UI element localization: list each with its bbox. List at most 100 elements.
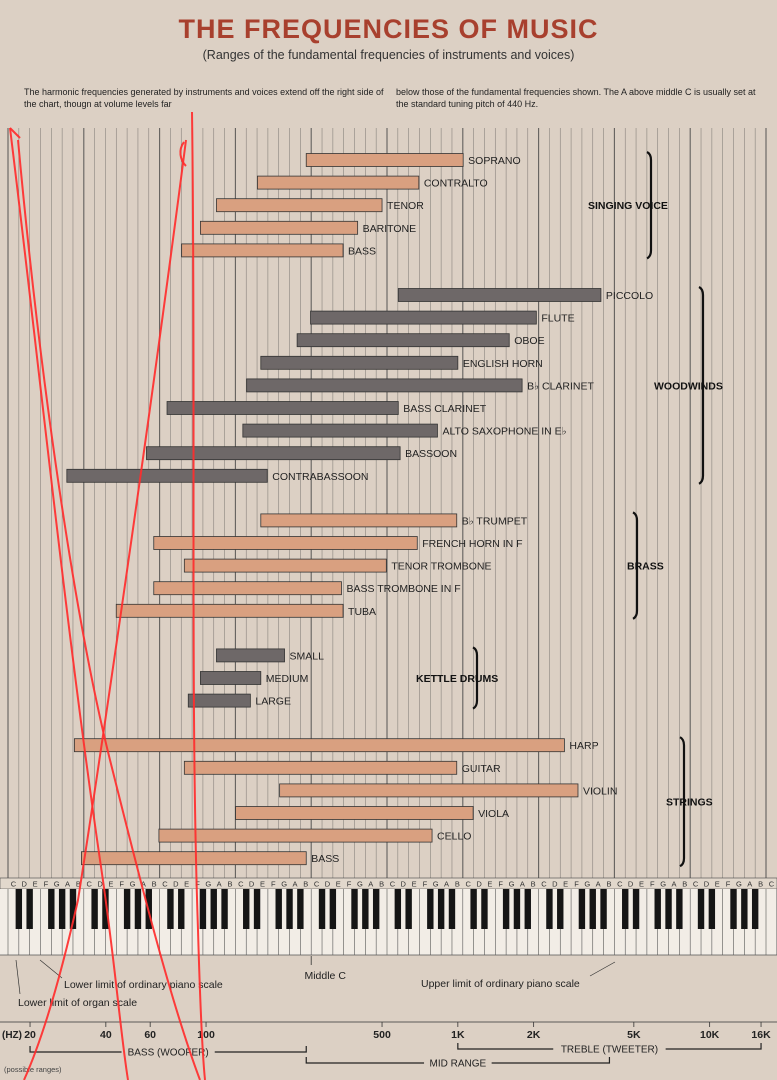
range-bar: [305, 153, 464, 167]
bar-label: BASS: [348, 245, 376, 257]
black-key: [546, 889, 553, 929]
note-letter: E: [108, 880, 113, 889]
black-key: [654, 889, 661, 929]
pointer-line: [39, 959, 63, 979]
axis-unit: (HZ): [2, 1030, 22, 1041]
note-letter: A: [671, 880, 676, 889]
note-letter: B: [152, 880, 157, 889]
bar-label: SMALL: [290, 650, 325, 662]
note-letter: F: [423, 880, 428, 889]
pointer-line: [589, 961, 616, 977]
bar-label: VIOLA: [478, 808, 509, 820]
range-bar: [200, 220, 359, 235]
range-bar: [146, 446, 401, 461]
axis-tick-label: 100: [197, 1029, 215, 1041]
note-letter: A: [444, 880, 449, 889]
note-letter: C: [238, 880, 244, 889]
axis-tick-label: 40: [100, 1029, 112, 1041]
black-key: [15, 889, 23, 929]
black-key: [470, 889, 477, 929]
note-letter: D: [476, 880, 482, 889]
range-bar: [279, 783, 579, 798]
note-letter: C: [87, 880, 93, 889]
note-letter: C: [390, 880, 396, 889]
black-key: [297, 889, 304, 929]
range-bar: [235, 806, 474, 820]
red-annotation-stroke: [191, 111, 206, 1080]
note-letter: G: [660, 880, 666, 889]
note-letter: A: [65, 880, 70, 889]
band-label: MID RANGE: [430, 1059, 487, 1070]
bar-label: BASSOON: [405, 448, 457, 460]
group-bracket: [698, 286, 705, 485]
range-bar: [183, 558, 387, 573]
black-key: [427, 889, 434, 929]
range-bar: [153, 536, 418, 550]
band-label-bg: [553, 1042, 666, 1054]
note-letter: C: [617, 880, 623, 889]
bar-label: FLUTE: [541, 313, 574, 325]
note-letter: C: [693, 880, 699, 889]
bar-label: BASS CLARINET: [403, 403, 486, 415]
note-letter: D: [401, 880, 407, 889]
range-bar: [397, 288, 602, 302]
black-key: [372, 889, 380, 929]
black-key: [48, 889, 55, 929]
red-annotation-stroke: [9, 127, 129, 1080]
black-key: [221, 889, 228, 929]
red-annotation-stroke: [17, 139, 201, 1080]
black-key: [741, 889, 748, 929]
group-label: STRINGS: [666, 797, 713, 809]
bar-label: B♭ TRUMPET: [462, 515, 528, 527]
note-letter: G: [281, 880, 287, 889]
note-letter: B: [227, 880, 232, 889]
range-bar: [246, 378, 523, 393]
note-letter: D: [325, 880, 331, 889]
group-label: BRASS: [627, 561, 664, 573]
note-letter: C: [769, 880, 775, 889]
note-letter: G: [54, 880, 60, 889]
note-letter: B: [682, 880, 687, 889]
black-key: [676, 889, 683, 929]
note-letter: G: [509, 880, 515, 889]
note-letter: F: [119, 880, 124, 889]
black-key: [751, 889, 759, 929]
bar-label: TUBA: [348, 606, 376, 618]
black-key: [405, 889, 412, 929]
range-bar: [66, 468, 268, 483]
note-letter: G: [130, 880, 136, 889]
footnote: (possible ranges): [4, 1065, 62, 1074]
axis-tick-label: 10K: [700, 1029, 720, 1041]
note-letter: E: [336, 880, 341, 889]
range-bar: [181, 243, 344, 258]
note-letter: E: [184, 880, 189, 889]
note-letter: E: [260, 880, 265, 889]
bar-label: BASS TROMBONE IN F: [346, 583, 460, 595]
bar-label: SOPRANO: [468, 155, 521, 167]
black-key: [437, 889, 445, 929]
bar-label: ENGLISH HORN: [463, 358, 543, 370]
note-letter: A: [596, 880, 601, 889]
note-letter: E: [487, 880, 492, 889]
note-letter: G: [433, 880, 439, 889]
bar-label: MEDIUM: [266, 673, 309, 685]
note-letter: E: [412, 880, 417, 889]
note-letter: G: [584, 880, 590, 889]
note-left: The harmonic frequencies generated by in…: [24, 87, 384, 109]
note-letter: C: [11, 880, 17, 889]
note-letter: A: [520, 880, 525, 889]
bar-label: CONTRABASSOON: [272, 471, 368, 483]
note-letter: B: [531, 880, 536, 889]
range-bar: [183, 760, 458, 775]
group-bracket: [646, 151, 653, 260]
black-key: [26, 889, 33, 929]
range-bar: [153, 581, 342, 596]
bar-label: PICCOLO: [606, 290, 653, 302]
black-key: [91, 889, 98, 929]
black-key: [351, 889, 358, 929]
black-key: [502, 889, 510, 929]
note-letter: D: [22, 880, 28, 889]
black-key: [600, 889, 607, 929]
note-letter: G: [736, 880, 742, 889]
group-label: SINGING VOICE: [588, 200, 668, 212]
